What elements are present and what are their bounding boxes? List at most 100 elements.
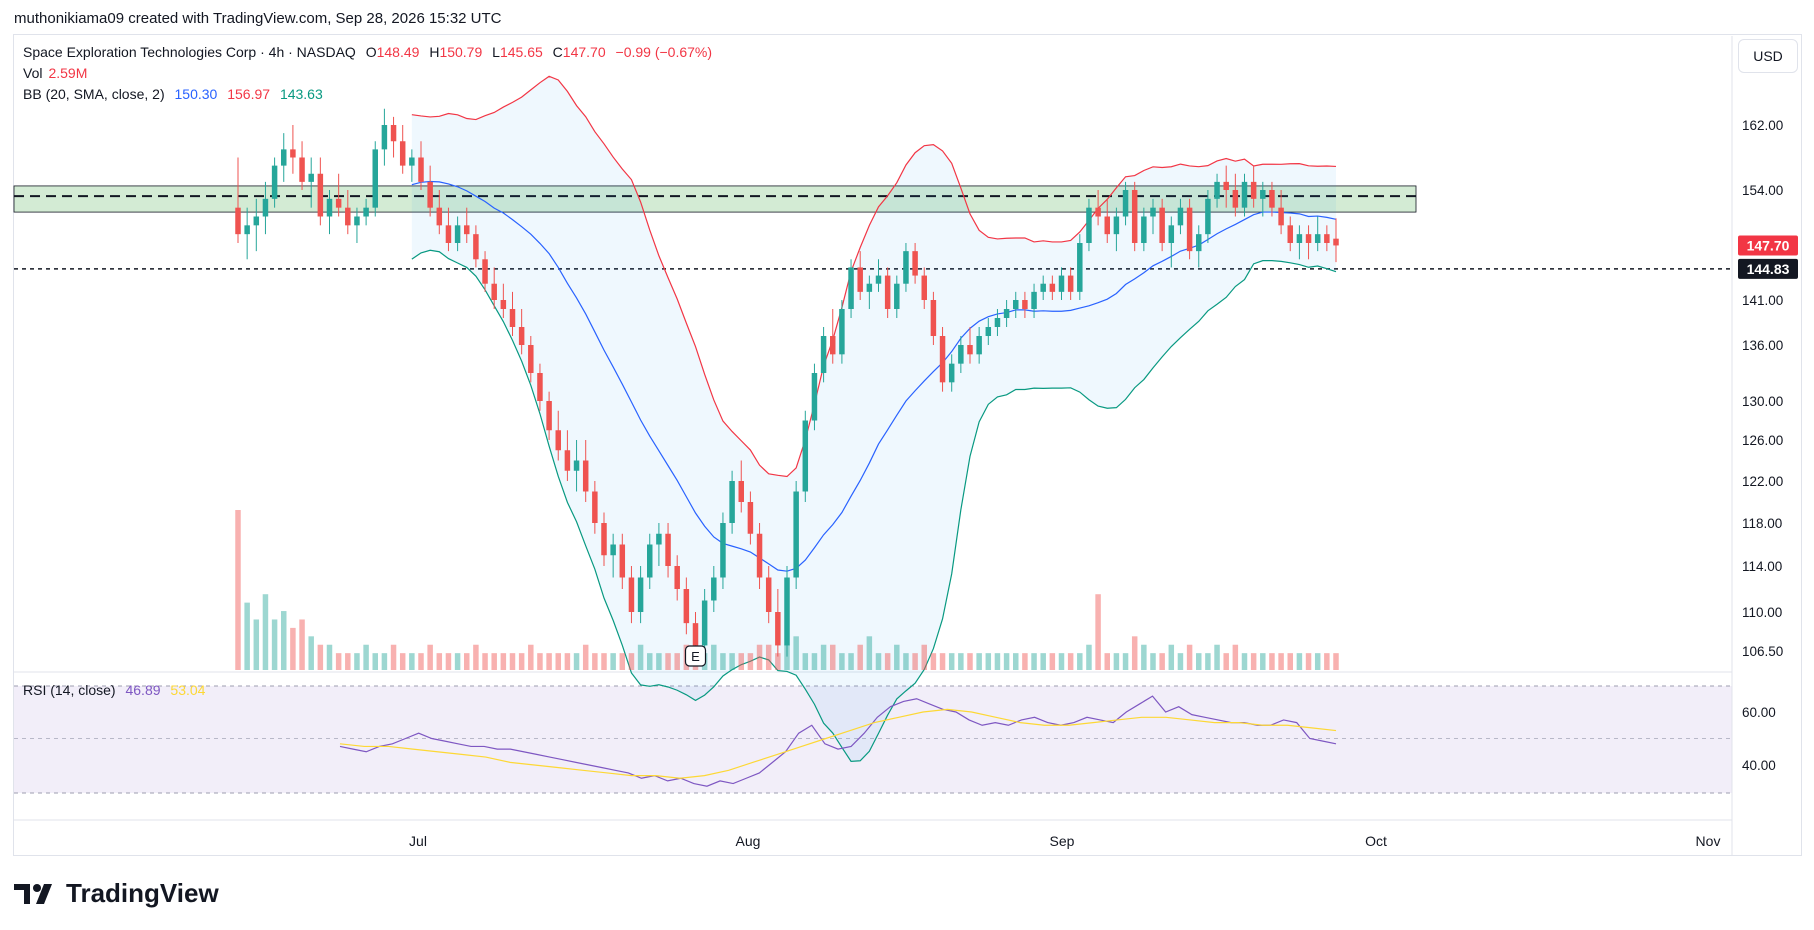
volume-bar bbox=[564, 653, 571, 670]
candle-body bbox=[363, 207, 369, 217]
legend-vol: 2.59M bbox=[48, 65, 88, 81]
candle-body bbox=[317, 173, 324, 217]
volume-bar bbox=[1196, 653, 1202, 670]
legend-high: 150.79 bbox=[439, 44, 483, 60]
candle-body bbox=[683, 589, 690, 624]
candle-body bbox=[418, 157, 424, 182]
volume-bar bbox=[647, 653, 653, 670]
candle-body bbox=[1131, 190, 1138, 243]
legend-rsi-value: 46.89 bbox=[125, 682, 161, 698]
volume-bar bbox=[839, 653, 845, 670]
bollinger-lower-line bbox=[411, 249, 1337, 763]
candle-body bbox=[1296, 234, 1303, 243]
volume-bar bbox=[546, 653, 552, 670]
candle-body bbox=[1324, 234, 1330, 243]
volume-bar bbox=[1324, 653, 1330, 670]
volume-bar bbox=[1031, 653, 1037, 670]
volume-bar bbox=[820, 644, 827, 670]
candle-body bbox=[985, 327, 992, 336]
volume-bar bbox=[1086, 644, 1092, 670]
volume-bar bbox=[884, 653, 891, 670]
volume-bar bbox=[381, 653, 388, 670]
volume-bar bbox=[418, 653, 424, 670]
volume-bar bbox=[894, 644, 900, 670]
volume-bar bbox=[738, 653, 744, 670]
volume-bar bbox=[1159, 653, 1165, 670]
candle-body bbox=[372, 149, 378, 208]
candle-body bbox=[518, 327, 525, 345]
candle-body bbox=[1168, 225, 1175, 243]
volume-bar bbox=[1278, 653, 1284, 670]
candle-body bbox=[491, 283, 497, 300]
volume-bar bbox=[1113, 653, 1120, 670]
volume-bar bbox=[473, 644, 479, 670]
rsi-line bbox=[339, 695, 1337, 787]
volume-bar bbox=[372, 653, 378, 670]
volume-bar bbox=[1168, 644, 1175, 670]
candle-body bbox=[711, 577, 717, 601]
candle-body bbox=[1013, 300, 1019, 309]
bollinger-upper-line bbox=[411, 75, 1337, 478]
volume-bar bbox=[958, 653, 964, 670]
candle-body bbox=[903, 251, 909, 284]
legend-open-label: O bbox=[365, 44, 377, 60]
candle-body bbox=[409, 157, 415, 166]
candle-body bbox=[555, 430, 561, 451]
candle-body bbox=[500, 300, 507, 309]
volume-bar bbox=[1333, 653, 1339, 670]
volume-bar bbox=[1314, 653, 1321, 670]
volume-bar bbox=[811, 653, 818, 670]
candle-body bbox=[1333, 238, 1339, 246]
candle-body bbox=[1186, 207, 1193, 252]
candle-body bbox=[528, 345, 534, 373]
volume-bar bbox=[1269, 653, 1275, 670]
candle-body bbox=[299, 157, 305, 182]
legend-bb-lower: 143.63 bbox=[279, 86, 323, 102]
candle-body bbox=[839, 309, 845, 355]
candle-body bbox=[345, 207, 351, 226]
legend-low: 145.65 bbox=[499, 44, 543, 60]
candle-body bbox=[830, 336, 836, 355]
time-tick-label: Sep bbox=[1050, 833, 1075, 849]
candle-body bbox=[445, 225, 452, 243]
candle-body bbox=[674, 566, 680, 589]
candle-body bbox=[1196, 234, 1202, 252]
volume-bar bbox=[775, 653, 781, 670]
volume-bar bbox=[537, 653, 543, 670]
candle-body bbox=[765, 577, 772, 612]
rsi-background bbox=[14, 686, 1732, 793]
volume-bar bbox=[1250, 653, 1257, 670]
volume-bar bbox=[720, 653, 726, 670]
volume-bar bbox=[1205, 653, 1211, 670]
volume-bar bbox=[509, 653, 516, 670]
candle-body bbox=[921, 275, 927, 300]
volume-bar bbox=[281, 611, 287, 670]
candle-body bbox=[1040, 283, 1046, 292]
volume-bar bbox=[656, 653, 662, 670]
volume-bar bbox=[317, 644, 324, 670]
volume-bar bbox=[454, 653, 461, 670]
rsi-tick-label: 60.00 bbox=[1742, 705, 1776, 720]
volume-bar bbox=[518, 653, 525, 670]
price-tick-label: 122.00 bbox=[1742, 474, 1783, 489]
legend-change: −0.99 (−0.67%) bbox=[615, 44, 713, 60]
volume-bar bbox=[491, 653, 497, 670]
volume-bar bbox=[326, 644, 333, 670]
candle-body bbox=[1003, 309, 1010, 318]
candle-body bbox=[967, 345, 973, 355]
candle-body bbox=[857, 267, 863, 292]
volume-bar bbox=[427, 644, 433, 670]
currency-button[interactable]: USD bbox=[1738, 39, 1798, 73]
candle-body bbox=[1223, 181, 1229, 190]
candle-body bbox=[820, 336, 827, 373]
volume-bar bbox=[1260, 653, 1266, 670]
candle-body bbox=[454, 225, 461, 243]
legend-bb-label: BB (20, SMA, close, 2) bbox=[23, 86, 165, 102]
candle-body bbox=[564, 450, 571, 471]
volume-bar bbox=[967, 653, 973, 670]
volume-bar bbox=[610, 653, 616, 670]
legend-rsi-ma: 53.04 bbox=[170, 682, 206, 698]
candle-body bbox=[665, 533, 671, 566]
legend-bb-basis: 150.30 bbox=[174, 86, 218, 102]
